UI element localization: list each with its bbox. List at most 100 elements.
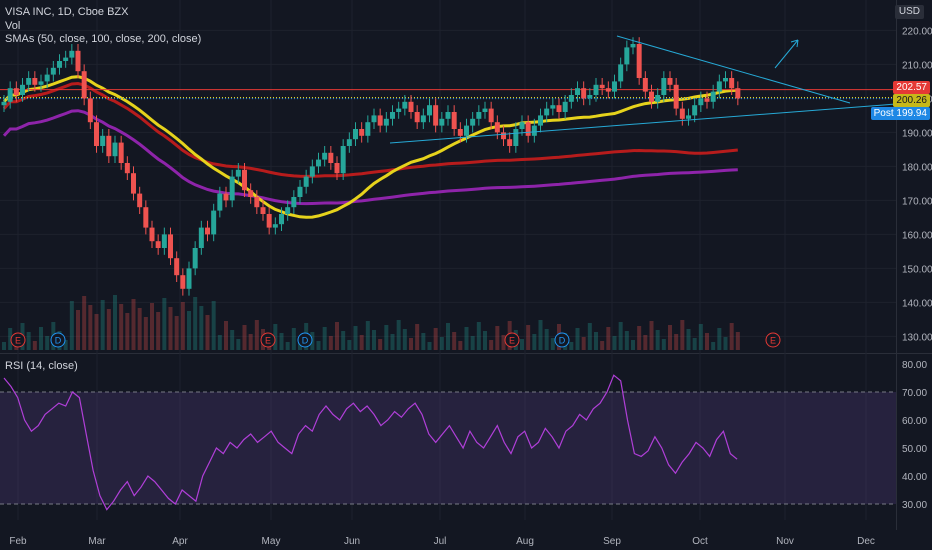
rsi-tick-label: 80.00 [902,360,927,371]
volume-bar [347,340,352,350]
volume-bar [2,342,6,350]
volume-bar [88,305,93,350]
candle-body [513,129,519,146]
volume-bar [631,340,635,350]
volume-bar [575,328,580,350]
volume-bar [409,338,413,350]
candle-body [20,84,25,95]
candle-body [427,105,432,116]
candle-body [359,129,365,136]
event-marker-D [50,332,66,348]
candle-body [451,112,457,129]
volume-bar [8,328,13,350]
price-tick-label: 180.00 [902,162,932,173]
volume-bar [193,297,198,350]
post-price: 199.94 [896,108,927,119]
candle-body [439,118,445,126]
volume-bar [538,320,543,350]
volume-bar [729,323,734,350]
volume-bar [735,332,740,350]
price-tick-label: 170.00 [902,196,932,207]
volume-bar [328,336,333,350]
volume-bar [131,299,136,350]
volume-bar [365,321,370,350]
volume-bar [359,335,364,350]
candle-body [272,224,278,228]
candle-body [679,108,685,119]
volume-bar [668,325,672,350]
sma-legend: SMAs (50, close, 100, close, 200, close) [5,33,202,45]
post-market-tag: Post 199.94 [870,107,930,120]
volume-bar [544,329,549,350]
volume-bar [643,335,648,350]
candle-body [69,50,75,58]
candle-body [254,197,260,208]
volume-bar [76,310,80,350]
volume-bar [692,338,697,350]
volume-bar [137,308,142,350]
volume-bar [45,336,50,350]
candle-body [291,197,297,208]
volume-bar [458,341,463,350]
candle-body [612,81,617,92]
candle-body [100,135,106,146]
candle-body [309,166,315,177]
post-label: Post [873,108,894,119]
volume-bar [587,323,592,350]
candle-body [143,207,149,228]
candle-body [618,64,624,82]
candle-body [365,122,371,136]
volume-bar [291,328,296,350]
candle-body [106,135,112,157]
volume-bar [248,334,253,350]
candle-body [636,44,642,78]
volume-bar [427,342,432,350]
volume-bar [168,307,173,350]
candle-body [642,78,648,92]
price-tick-label: 190.00 [902,128,932,139]
volume-bar [279,333,284,350]
sma200-line [2,109,738,206]
volume-bar [26,332,31,350]
volume-bar [94,314,99,350]
volume-bar [680,320,685,350]
candle-body [340,146,346,174]
candle-body [420,115,426,123]
currency-badge[interactable]: USD [894,5,924,19]
volume-bar [143,317,148,350]
candle-body [112,142,118,157]
date-tick-label: Oct [692,536,708,547]
volume-bar [569,342,574,350]
candle-body [328,152,334,163]
candle-body [673,84,679,109]
candle-body [599,84,605,89]
candle-body [186,268,192,289]
rsi-tick-label: 40.00 [902,472,927,483]
volume-bar [594,332,598,350]
volume-bar [174,316,179,350]
event-marker-D [554,332,570,348]
volume-bar [470,336,475,350]
volume-bar [446,323,450,350]
volume-bar [618,322,623,350]
rsi-tick-label: 50.00 [902,444,927,455]
volume-bar [205,315,210,350]
candle-body [248,190,254,197]
price-tick-label: 220.00 [902,26,932,37]
volume-bar [119,304,124,350]
candle-body [223,193,229,201]
candle-body [488,108,494,123]
candle-body [81,71,87,99]
volume-bar [217,335,222,350]
volume-bar [378,339,383,350]
candle-body [568,95,574,102]
volume-bar [606,327,611,350]
rsi-tick-label: 60.00 [902,416,927,427]
candle-body [26,78,32,85]
candle-body [538,115,543,126]
volume-bar [705,333,709,350]
event-marker-label: E [265,336,271,346]
volume-bar [415,324,420,350]
event-marker-E [260,332,276,348]
